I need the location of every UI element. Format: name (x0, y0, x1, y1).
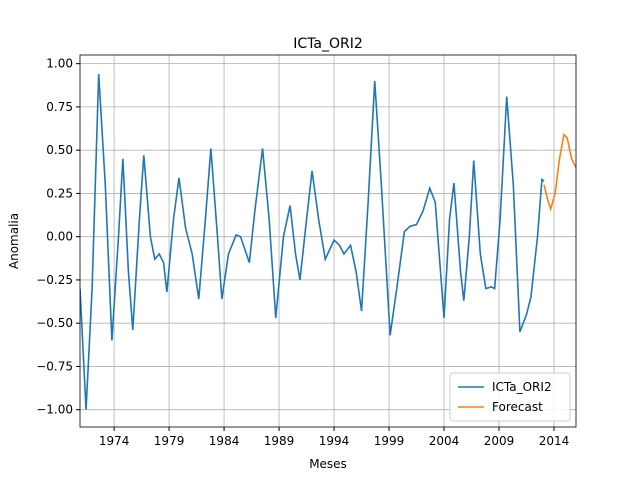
y-tick-label: −0.75 (36, 359, 73, 373)
legend-label: ICTa_ORI2 (492, 380, 552, 394)
legend-label: Forecast (492, 400, 543, 414)
plot-frame (79, 54, 577, 428)
x-tick-label: 1974 (99, 434, 130, 448)
x-tick-label: 1989 (264, 434, 295, 448)
x-tick-label: 1994 (319, 434, 350, 448)
legend-box (449, 372, 571, 422)
y-tick-label: 0.50 (46, 143, 73, 157)
x-axis-label: Meses (309, 457, 347, 471)
y-tick-label: −0.25 (36, 273, 73, 287)
y-tick-label: 0.00 (46, 230, 73, 244)
x-tick-label: 1979 (154, 434, 185, 448)
y-tick-label: 0.25 (46, 186, 73, 200)
x-tick-label: 2009 (484, 434, 515, 448)
chart-title: ICTa_ORI2 (293, 36, 363, 52)
y-tick-label: 0.75 (46, 100, 73, 114)
y-axis-label: Anomalia (7, 213, 21, 269)
x-tick-label: 2014 (539, 434, 570, 448)
y-tick-label: −1.00 (36, 403, 73, 417)
y-tick-label: −0.50 (36, 316, 73, 330)
data-line (543, 132, 576, 212)
x-tick-label: 1984 (209, 434, 240, 448)
x-tick-label: 2004 (429, 434, 460, 448)
x-tick-label: 1999 (374, 434, 405, 448)
data-line (80, 73, 545, 410)
y-tick-label: 1.00 (46, 57, 73, 71)
